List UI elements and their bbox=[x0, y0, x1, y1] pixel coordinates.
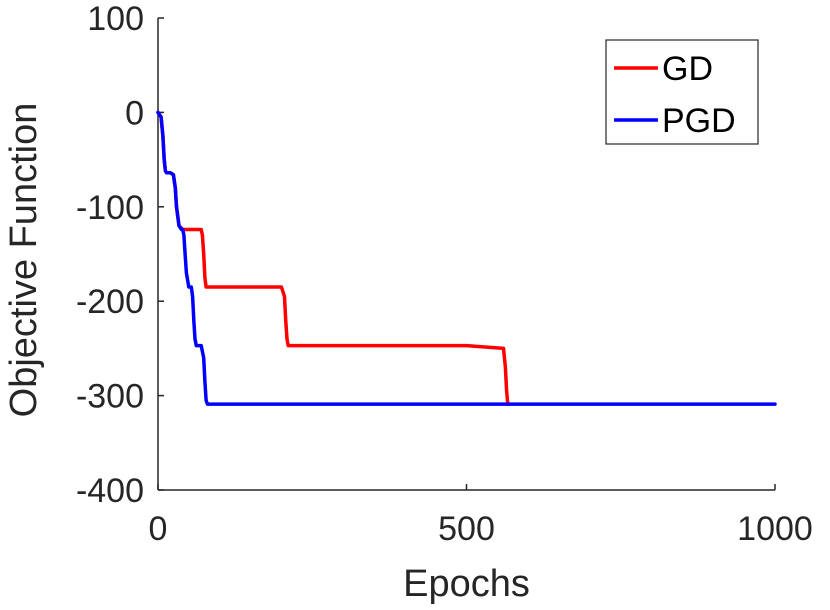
y-tick-label: 0 bbox=[125, 94, 144, 132]
y-tick-label: -200 bbox=[76, 283, 144, 321]
x-tick-label: 1000 bbox=[737, 510, 813, 548]
series-line-pgd bbox=[156, 110, 777, 406]
x-tick-label: 500 bbox=[438, 510, 495, 548]
series-layer bbox=[156, 110, 777, 406]
y-tick-label: -100 bbox=[76, 189, 144, 227]
x-axis-title: Epochs bbox=[403, 563, 530, 605]
legend-label-gd: GD bbox=[662, 50, 713, 88]
y-tick-label: 100 bbox=[87, 0, 144, 38]
legend: GD PGD bbox=[605, 39, 759, 145]
series-line-gd bbox=[156, 110, 512, 406]
x-tick-label: 0 bbox=[149, 510, 168, 548]
y-tick-label: -300 bbox=[76, 378, 144, 416]
y-tick-label: -400 bbox=[76, 472, 144, 510]
legend-label-pgd: PGD bbox=[662, 102, 736, 140]
y-axis-title: Objective Function bbox=[3, 103, 45, 418]
legend-box bbox=[605, 39, 759, 145]
